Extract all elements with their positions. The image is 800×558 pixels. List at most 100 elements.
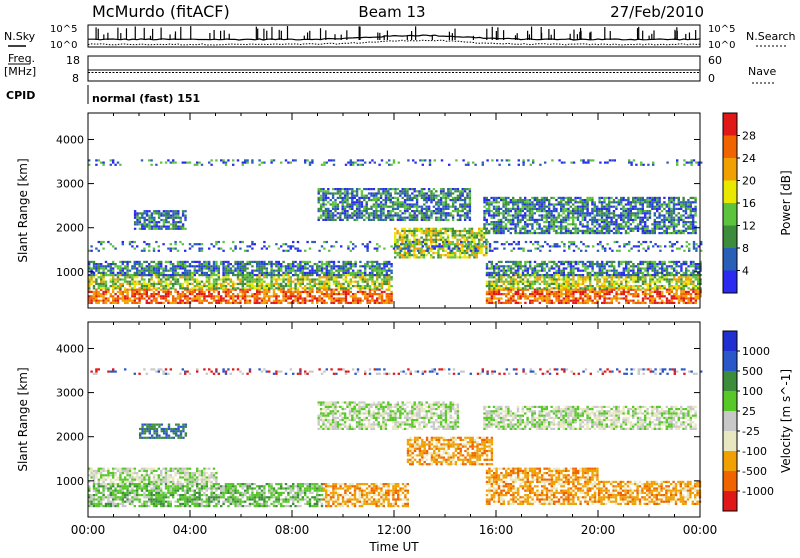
range-cell bbox=[524, 270, 526, 272]
range-cell bbox=[654, 263, 656, 265]
range-cell bbox=[553, 263, 555, 265]
range-cell bbox=[179, 287, 181, 289]
range-cell bbox=[498, 291, 500, 293]
range-cell bbox=[514, 199, 516, 201]
range-cell bbox=[450, 214, 452, 216]
range-cell bbox=[663, 287, 665, 289]
range-cell bbox=[334, 192, 336, 194]
range-cell bbox=[452, 254, 454, 256]
range-cell bbox=[244, 263, 246, 265]
range-cell bbox=[553, 230, 555, 232]
range-cell bbox=[340, 285, 342, 287]
range-cell bbox=[589, 281, 591, 283]
range-cell bbox=[244, 287, 246, 289]
range-cell bbox=[517, 291, 519, 293]
range-cell bbox=[445, 212, 447, 214]
range-cell bbox=[529, 199, 531, 201]
range-cell bbox=[406, 197, 408, 199]
range-cell bbox=[172, 297, 174, 299]
range-cell bbox=[483, 214, 485, 216]
range-cell bbox=[184, 270, 186, 272]
range-cell bbox=[553, 267, 555, 269]
range-cell bbox=[426, 214, 428, 216]
range-cell bbox=[498, 287, 500, 289]
range-cell bbox=[328, 263, 330, 265]
range-cell bbox=[635, 291, 637, 293]
range-cell bbox=[102, 278, 104, 280]
range-cell bbox=[515, 265, 517, 267]
range-cell bbox=[394, 190, 396, 192]
range-cell bbox=[342, 210, 344, 212]
range-cell bbox=[160, 267, 162, 269]
range-cell bbox=[371, 281, 373, 283]
range-cell bbox=[539, 302, 541, 304]
range-cell bbox=[112, 291, 114, 293]
range-cell bbox=[574, 232, 576, 234]
range-cell bbox=[567, 265, 569, 267]
range-cell bbox=[222, 276, 224, 278]
range-cell bbox=[244, 300, 246, 302]
range-cell bbox=[442, 212, 444, 214]
range-cell bbox=[361, 195, 363, 197]
range-cell bbox=[275, 287, 277, 289]
range-cell bbox=[565, 297, 567, 299]
range-cell bbox=[378, 302, 380, 304]
range-cell bbox=[282, 274, 284, 276]
range-cell bbox=[466, 250, 468, 252]
range-cell bbox=[124, 272, 126, 274]
range-cell bbox=[608, 283, 610, 285]
range-cell bbox=[548, 302, 550, 304]
range-cell bbox=[285, 272, 287, 274]
range-cell bbox=[280, 263, 282, 265]
range-cell bbox=[495, 221, 497, 223]
range-cell bbox=[647, 265, 649, 267]
range-cell bbox=[498, 274, 500, 276]
range-cell bbox=[218, 297, 220, 299]
range-cell bbox=[654, 287, 656, 289]
range-cell bbox=[493, 208, 495, 210]
range-cell bbox=[572, 293, 574, 295]
range-cell bbox=[102, 297, 104, 299]
range-cell bbox=[249, 272, 251, 274]
range-cell bbox=[382, 203, 384, 205]
range-cell bbox=[239, 261, 241, 263]
range-cell bbox=[432, 228, 434, 230]
range-cell bbox=[371, 272, 373, 274]
range-cell bbox=[167, 285, 169, 287]
range-cell bbox=[555, 270, 557, 272]
range-cell bbox=[382, 206, 384, 208]
range-cell bbox=[167, 283, 169, 285]
range-cell bbox=[321, 285, 323, 287]
range-cell bbox=[531, 272, 533, 274]
range-cell bbox=[562, 203, 564, 205]
range-cell bbox=[627, 274, 629, 276]
range-cell bbox=[430, 248, 432, 250]
range-cell bbox=[488, 281, 490, 283]
range-cell bbox=[102, 302, 104, 304]
range-cell bbox=[114, 293, 116, 295]
range-cell bbox=[374, 270, 376, 272]
range-cell bbox=[546, 263, 548, 265]
range-cell bbox=[627, 263, 629, 265]
range-cell bbox=[459, 230, 461, 232]
range-cell bbox=[338, 291, 340, 293]
range-cell bbox=[560, 208, 562, 210]
range-cell bbox=[519, 265, 521, 267]
range-cell bbox=[536, 274, 538, 276]
range-cell bbox=[495, 287, 497, 289]
range-cell bbox=[122, 274, 124, 276]
range-cell bbox=[390, 302, 392, 304]
range-cell bbox=[380, 208, 382, 210]
range-cell bbox=[282, 281, 284, 283]
range-cell bbox=[399, 203, 401, 205]
range-cell bbox=[507, 201, 509, 203]
range-cell bbox=[325, 203, 327, 205]
range-cell bbox=[182, 265, 184, 267]
range-cell bbox=[292, 295, 294, 297]
range-cell bbox=[186, 300, 188, 302]
range-cell bbox=[541, 201, 543, 203]
range-cell bbox=[258, 287, 260, 289]
range-cell bbox=[148, 283, 150, 285]
range-cell bbox=[95, 270, 97, 272]
range-cell bbox=[357, 276, 359, 278]
